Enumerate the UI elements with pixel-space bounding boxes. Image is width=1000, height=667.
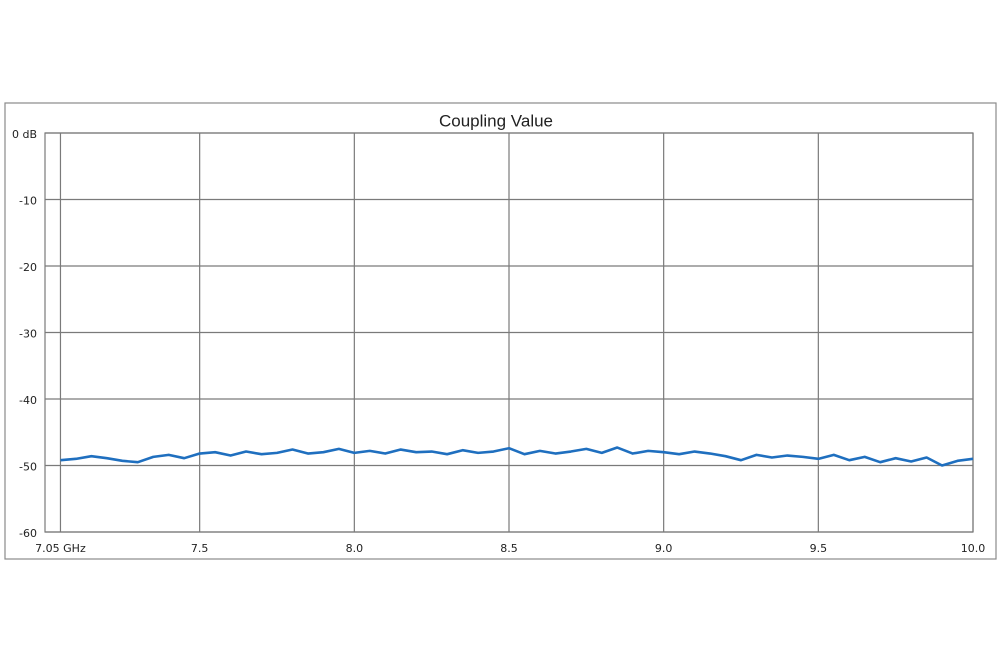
- y-tick-label: 0 dB: [12, 128, 37, 141]
- y-tick-label: -30: [19, 328, 37, 341]
- chart-title: Coupling Value: [439, 111, 553, 130]
- y-tick-label: -10: [19, 195, 37, 208]
- y-tick-label: -60: [19, 527, 37, 540]
- chart-frame: [4, 102, 997, 560]
- y-tick-label: -50: [19, 461, 37, 474]
- x-tick-label: 7.05 GHz: [35, 542, 86, 555]
- data-line: [60, 446, 974, 467]
- x-tick-label: 8.0: [346, 542, 364, 555]
- x-tick-label: 8.5: [500, 542, 518, 555]
- y-tick-label: -20: [19, 261, 37, 274]
- x-tick-label: 7.5: [191, 542, 209, 555]
- x-tick-label: 9.0: [655, 542, 673, 555]
- x-tick-label: 10.0: [961, 542, 986, 555]
- y-tick-label: -40: [19, 394, 37, 407]
- x-tick-label: 9.5: [810, 542, 828, 555]
